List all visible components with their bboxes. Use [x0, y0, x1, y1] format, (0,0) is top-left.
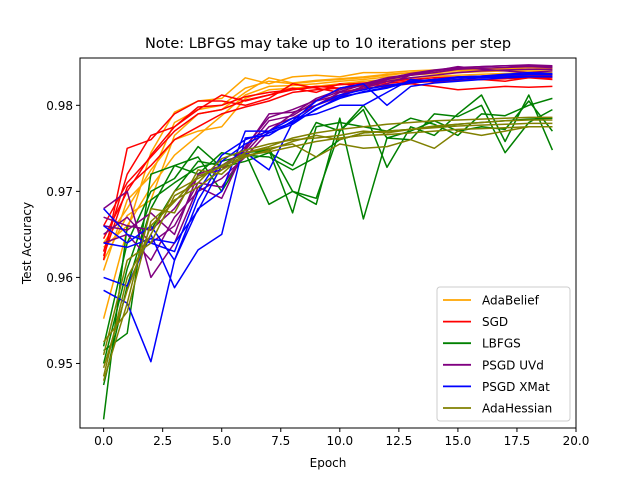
- legend-item-lbfgs: LBFGS: [443, 337, 521, 351]
- legend-label: AdaHessian: [482, 402, 552, 416]
- line-lbfgs-run-4: [102, 100, 553, 386]
- line-psgd-uvd-run-2: [103, 65, 553, 236]
- legend-item-psgd-uvd: PSGD UVd: [443, 358, 544, 372]
- x-tick-label: 5.0: [212, 434, 231, 448]
- y-tick-label: 0.96: [46, 271, 73, 285]
- line-lbfgs-run-3: [102, 94, 554, 347]
- x-tick-label: 12.5: [385, 434, 412, 448]
- legend-box: [436, 286, 571, 422]
- y-axis-label: Test Accuracy: [20, 202, 34, 285]
- chart-title: Note: LBFGS may take up to 10 iterations…: [145, 36, 511, 52]
- line-lbfgs-run-1: [102, 104, 553, 420]
- line-adahessian-run-1: [102, 126, 553, 381]
- legend-item-sgd: SGD: [443, 315, 508, 329]
- line-lbfgs-run-2: [103, 97, 553, 352]
- x-tick-label: 2.5: [153, 434, 172, 448]
- plot-frame: [79, 57, 577, 429]
- legend-label: PSGD XMat: [482, 380, 550, 394]
- x-axis-label: Epoch: [310, 456, 347, 470]
- legend: AdaBelief SGD LBFGS PSGD UVd PSGD XMat AdaHes…: [436, 286, 571, 422]
- series-adahessian: [102, 116, 553, 381]
- series-psgd-xmat: [103, 71, 553, 363]
- line-adabelief-run-2: [102, 68, 553, 271]
- legend-label: LBFGS: [482, 337, 521, 351]
- line-psgd-uvd-run-3: [103, 68, 553, 244]
- ticks-layer: 0.0 2.5 5.0 7.5 10.0 12.5 15.0 17.5 20.0 0.95 0.96…: [46, 99, 589, 448]
- legend-label: SGD: [482, 315, 508, 329]
- line-adahessian-run-3: [102, 116, 553, 377]
- y-tick-label: 0.95: [46, 357, 73, 371]
- x-tick-label: 20.0: [563, 434, 590, 448]
- line-psgd-uvd-run-5: [103, 64, 553, 231]
- line-adahessian-run-5: [102, 126, 553, 369]
- x-tick-label: 10.0: [326, 434, 353, 448]
- legend-label: PSGD UVd: [482, 358, 544, 372]
- y-tick-label: 0.97: [46, 185, 73, 199]
- y-tick-label: 0.98: [46, 99, 73, 113]
- line-psgd-xmat-run-4: [103, 71, 553, 253]
- x-tick-label: 0.0: [94, 434, 113, 448]
- legend-item-adabelief: AdaBelief: [443, 294, 540, 308]
- x-tick-label: 15.0: [445, 434, 472, 448]
- x-tick-label: 7.5: [271, 434, 290, 448]
- legend-item-adahessian: AdaHessian: [443, 402, 552, 416]
- x-tick-label: 17.5: [504, 434, 531, 448]
- series-layer: [102, 64, 554, 420]
- line-sgd-run-1: [102, 83, 553, 261]
- line-psgd-xmat-run-5: [103, 73, 553, 261]
- line-adahessian-run-4: [102, 119, 553, 356]
- series-lbfgs: [102, 94, 554, 420]
- legend-label: AdaBelief: [482, 294, 540, 308]
- line-psgd-xmat-run-2: [103, 76, 553, 289]
- legend-item-psgd-xmat: PSGD XMat: [443, 380, 550, 394]
